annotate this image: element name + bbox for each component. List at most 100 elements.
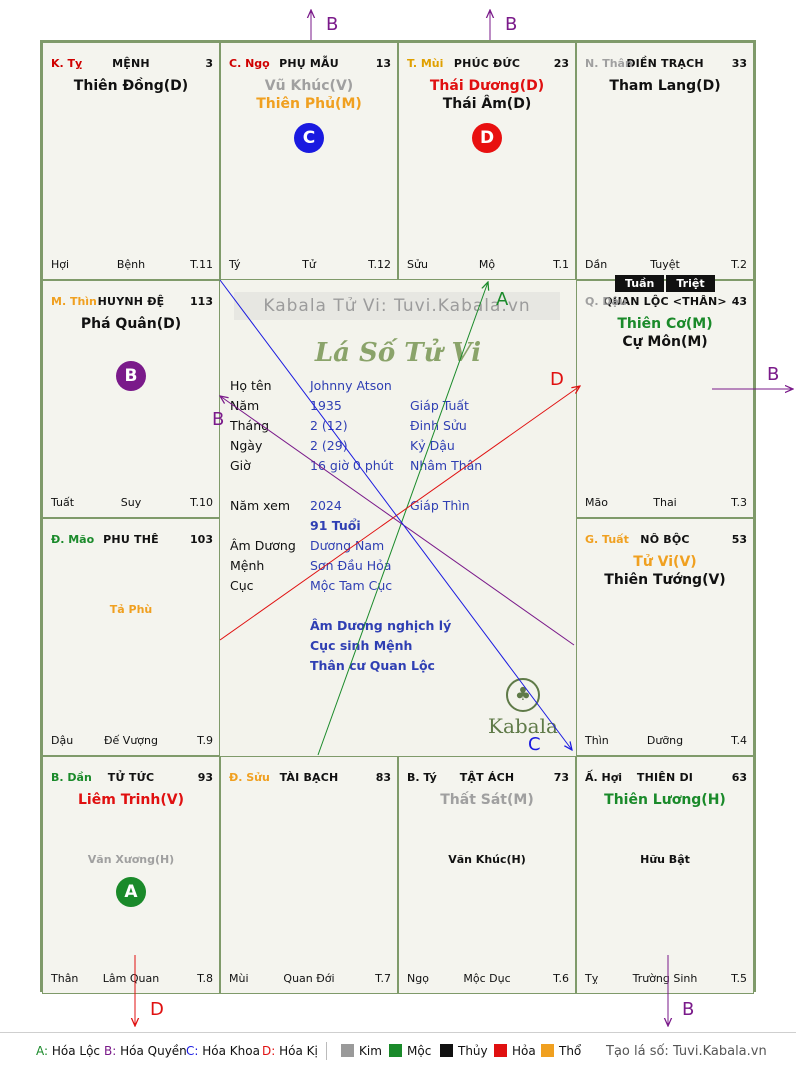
legend-divider [326,1042,327,1060]
info-note: Thân cư Quan Lộc [310,658,435,673]
palace-name: HUYNH ĐỆ [97,295,165,308]
info-label: Âm Dương [230,538,296,553]
palace-branch: G. Tuất [585,533,629,546]
legend-hoa-text: Hóa Quyền [120,1044,187,1058]
palace-stage: Trường Sinh [632,972,698,985]
palace-quan-loc: QUAN LỘC <THÂN> Q. Dậu 43 Thiên Cơ(M) Cự Môn… [576,275,754,518]
palace-thien-di: THIÊN DI Ấ. Hợi 63 Thiên Lương(H) Hữu Bật Tỵ T… [576,756,754,994]
info-value: 2 (29) [310,438,348,453]
palace-phuc-duc: PHÚC ĐỨC T. Mùi 23 Thái Dương(D) Thái Âm(D) D… [398,42,576,280]
element-swatch [389,1044,402,1057]
element-swatch [440,1044,453,1057]
info-value: 2024 [310,498,342,513]
legend-hoa-key: D: [262,1044,276,1058]
palace-branch-bottom: Mùi [229,972,249,985]
legend-element-item: Mộc [389,1044,431,1058]
palace-branch: Đ. Mão [51,533,95,546]
tree-icon: ♣ [505,678,540,712]
legend-hoa-text: Hóa Lộc [51,1044,101,1058]
palace-name: QUAN LỘC <THÂN> [603,295,727,308]
palace-month: T.5 [731,972,747,985]
transformation-marker: D [472,123,502,153]
info-note: Âm Dương nghịch lý [310,618,452,633]
main-star: Thất Sát(M) [440,792,534,808]
kabala-logo: ♣ Kabala [488,678,558,738]
info-label: Giờ [230,458,251,473]
info-label: Mệnh [230,558,265,573]
palace-number: 33 [731,57,747,70]
palace-name: PHÚC ĐỨC [453,57,521,70]
palace-month: T.2 [731,258,747,271]
palace-branch-bottom: Dậu [51,734,74,747]
minor-star: Văn Khúc(H) [448,853,526,866]
info-label: Họ tên [230,378,272,393]
main-stars: Phá Quân(D) [43,315,219,333]
legend-element-item: Kim [341,1044,382,1058]
main-star: Thiên Tướng(V) [604,572,726,588]
palace-number: 93 [197,771,213,784]
palace-branch: M. Thìn [51,295,97,308]
palace-branch-bottom: Dần [585,258,608,271]
palace-branch-bottom: Tuất [51,496,75,509]
main-star: Liêm Trinh(V) [78,792,184,808]
legend-element-text: Kim [359,1044,382,1058]
info-value: Mộc Tam Cục [310,578,393,593]
palace-number: 43 [731,295,747,308]
info-can-chi: Giáp Thìn [410,498,470,513]
legend-hoa-item: D: Hóa Kị [262,1044,318,1058]
palace-phu-mau: PHỤ MẪU C. Ngọ 13 Vũ Khúc(V) Thiên Phủ(M) C Tý… [220,42,398,280]
palace-month: T.10 [190,496,213,509]
palace-month: T.7 [375,972,391,985]
main-stars: Thiên Cơ(M) Cự Môn(M) [577,315,753,351]
palace-branch-bottom: Mão [585,496,608,509]
palace-stage: Đế Vượng [104,734,158,747]
info-can-chi: Giáp Tuất [410,398,469,413]
legend-element-text: Hỏa [512,1044,536,1058]
legend-element-text: Mộc [407,1044,432,1058]
main-stars: Thất Sát(M) [399,791,575,809]
palace-month: T.6 [553,972,569,985]
palace-name: MỆNH [112,57,150,70]
palace-stage: Suy [120,496,142,509]
main-star: Thiên Phủ(M) [256,96,362,112]
palace-phu-the: PHU THÊ Đ. Mão 103 Tả Phù Dậu Đế Vượng T.9 [42,518,220,756]
main-stars: Thiên Lương(H) [577,791,753,809]
palace-branch-bottom: Tý [229,258,241,271]
center-panel: Kabala Tử Vi: Tuvi.Kabala.vn Lá Số Tử Vi H… [220,280,576,756]
minor-star: Hữu Bật [640,853,690,866]
palace-branch-bottom: Ngọ [407,972,429,985]
palace-stage: Quan Đới [283,972,335,985]
info-label: Năm xem [230,498,291,513]
info-note: Cục sinh Mệnh [310,638,413,653]
tuan-triet-badges: Tuần Triệt [615,275,715,292]
palace-tai-bach: TÀI BẠCH Đ. Sửu 83 Mùi Quan Đới T.7 [220,756,398,994]
palace-no-boc: NÔ BỘC G. Tuất 53 Tử Vi(V) Thiên Tướng(V) Thì… [576,518,754,756]
palace-branch: Ấ. Hợi [585,771,623,784]
legend-hoa-item: C: Hóa Khoa [186,1044,260,1058]
main-star: Tham Lang(D) [609,78,721,94]
info-label: Năm [230,398,260,413]
main-star: Thiên Cơ(M) [617,316,713,332]
palace-stage: Lâm Quan [102,972,160,985]
palace-stage: Bệnh [116,258,146,271]
legend-hoa-text: Hóa Khoa [202,1044,260,1058]
palace-number: 113 [190,295,213,308]
palace-stage: Thai [653,496,677,509]
main-star: Tử Vi(V) [633,554,697,570]
palace-name: TÀI BẠCH [279,771,339,784]
legend-element-text: Thủy [458,1044,488,1058]
palace-huynh-de: HUYNH ĐỆ M. Thìn 113 Phá Quân(D) B Tuất Suy T.1… [42,280,220,518]
info-label: Ngày [230,438,263,453]
main-star: Cự Môn(M) [622,334,708,350]
info-value: 91 Tuổi [310,518,361,533]
palace-branch-bottom: Tỵ [585,972,599,985]
legend-element-text: Thổ [559,1044,582,1058]
palace-name: ĐIỀN TRẠCH [626,57,704,70]
main-star: Thiên Đồng(D) [73,78,189,94]
legend-site: Tạo lá số: Tuvi.Kabala.vn [606,1044,767,1059]
palace-number: 63 [731,771,747,784]
main-stars: Thiên Đồng(D) [43,77,219,95]
palace-month: T.8 [197,972,213,985]
info-label: Tháng [230,418,270,433]
main-stars: Liêm Trinh(V) [43,791,219,809]
